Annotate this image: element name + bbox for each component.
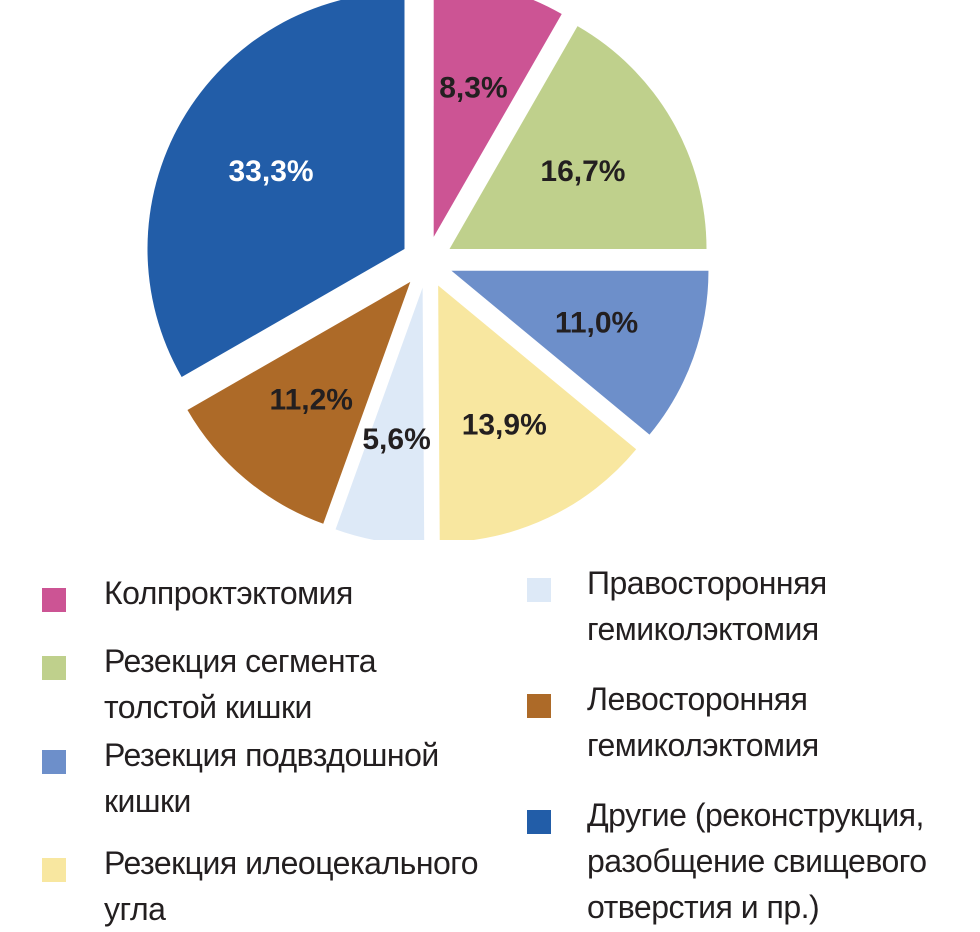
pie-slice-3 xyxy=(438,285,637,540)
legend-label: Резекция илеоцекального угла xyxy=(104,845,479,927)
slice-value-label-6: 33,3% xyxy=(228,155,313,188)
pie-slice-6 xyxy=(147,0,405,378)
legend-swatch xyxy=(527,578,551,602)
slice-value-label-4: 5,6% xyxy=(362,423,430,456)
legend-swatch xyxy=(42,750,66,774)
pie-slice-5 xyxy=(187,281,411,524)
legend-label: Левосторонняя гемиколэктомия xyxy=(587,681,819,763)
legend-item-ileocecal-resection: Резекция илеоцекального угла xyxy=(42,840,479,932)
legend-item-other: Другие (реконструкция, разобщение свищев… xyxy=(527,792,927,930)
legend-swatch xyxy=(42,588,66,612)
slice-value-label-1: 16,7% xyxy=(540,155,625,188)
legend-item-segment-resection: Резекция сегмента толстой кишки xyxy=(42,638,377,730)
legend-label: Правосторонняя гемиколэктомия xyxy=(587,565,827,647)
slice-value-label-5: 11,2% xyxy=(270,384,353,417)
pie-slice-4 xyxy=(335,287,425,540)
legend-swatch xyxy=(42,656,66,680)
legend-swatch xyxy=(42,858,66,882)
pie-chart: 8,3% 16,7% 11,0% 13,9% 5,6% 11,2% 33,3% xyxy=(147,0,709,540)
slice-value-label-2: 11,0% xyxy=(555,307,638,340)
pie-slice-2 xyxy=(451,270,709,435)
pie-slice-1 xyxy=(449,26,707,249)
pie-slice-0 xyxy=(433,0,562,237)
legend-label: Резекция сегмента толстой кишки xyxy=(104,643,377,725)
legend-item-ileum-resection: Резекция подвздошной кишки xyxy=(42,732,439,824)
legend-item-right-hemicolectomy: Правосторонняя гемиколэктомия xyxy=(527,560,827,652)
legend-label: Резекция подвздошной кишки xyxy=(104,737,439,819)
legend-item-colproctectomy: Колпроктэктомия xyxy=(42,570,353,616)
slice-value-label-0: 8,3% xyxy=(439,71,507,104)
legend-label: Колпроктэктомия xyxy=(104,575,353,611)
legend-swatch xyxy=(527,694,551,718)
legend: Колпроктэктомия Резекция сегмента толсто… xyxy=(0,560,980,928)
legend-swatch xyxy=(527,810,551,834)
legend-item-left-hemicolectomy: Левосторонняя гемиколэктомия xyxy=(527,676,819,768)
legend-label: Другие (реконструкция, разобщение свищев… xyxy=(587,797,927,925)
slice-value-label-3: 13,9% xyxy=(462,408,547,441)
